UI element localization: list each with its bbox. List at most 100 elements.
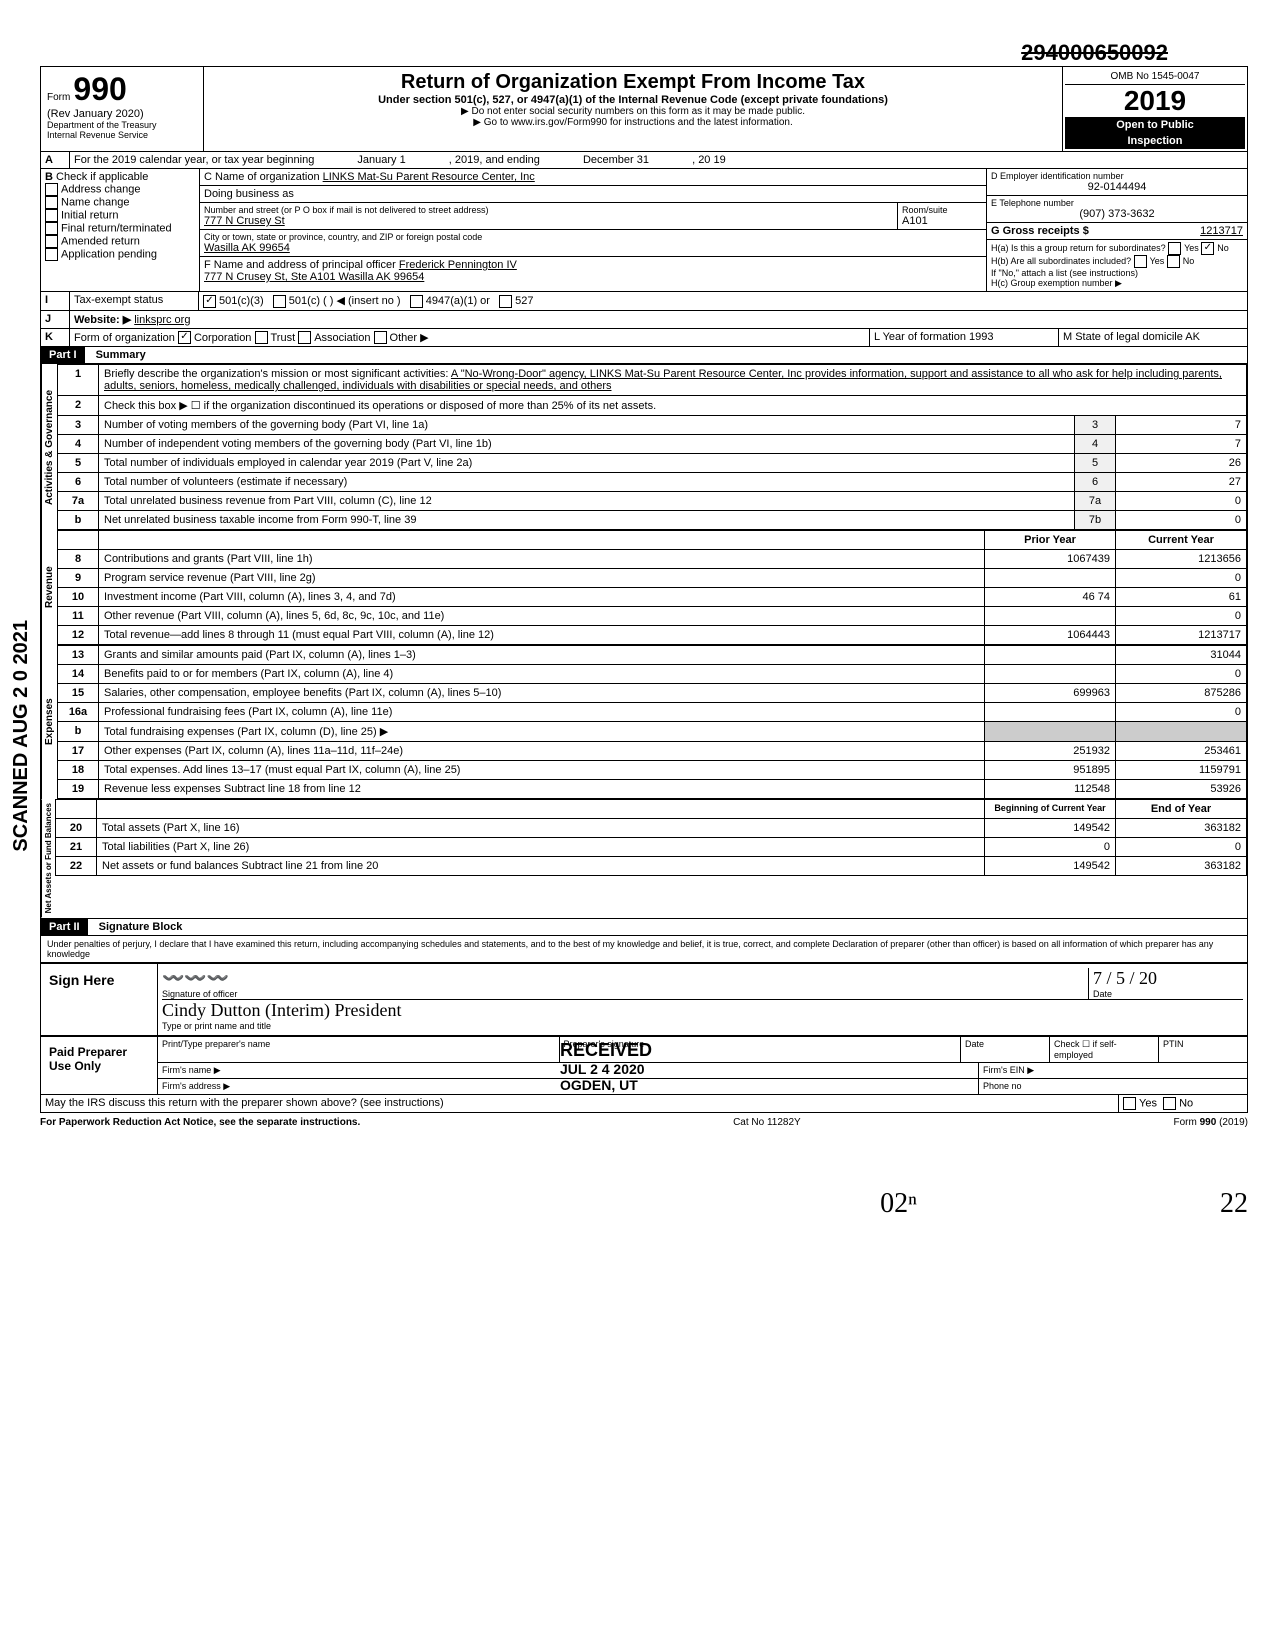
- form-subtitle: Under section 501(c), 527, or 4947(a)(1)…: [208, 94, 1058, 106]
- row-prior: 149542: [985, 857, 1116, 876]
- line-e-label: E Telephone number: [991, 198, 1243, 208]
- footer-right: Form 990 (2019): [1174, 1117, 1249, 1128]
- phone-value: (907) 373-3632: [991, 208, 1243, 220]
- row-cur: 0: [1116, 607, 1247, 626]
- row-box: 7a: [1075, 492, 1116, 511]
- governance-label: Activities & Governance: [41, 364, 57, 530]
- year-formation: 1993: [969, 331, 993, 343]
- line1-label: Briefly describe the organization's miss…: [104, 368, 448, 380]
- line-a-year: , 20 19: [692, 154, 726, 166]
- omb-number: OMB No 1545-0047: [1065, 69, 1245, 85]
- sig-date-label: Date: [1093, 989, 1243, 999]
- cb-label: Initial return: [61, 209, 118, 221]
- line-f-label: F Name and address of principal officer: [204, 259, 396, 271]
- row-cur: 0: [1116, 838, 1247, 857]
- row-cur: 1213656: [1116, 550, 1247, 569]
- line-ha: H(a) Is this a group return for subordin…: [991, 243, 1166, 253]
- line-d-label: D Employer identification number: [991, 171, 1243, 181]
- line2-text: Check this box ▶ ☐ if the organization d…: [99, 396, 1247, 416]
- checkbox-ha-no[interactable]: [1201, 242, 1214, 255]
- street-value: 777 N Crusey St: [204, 215, 893, 227]
- city-label: City or town, state or province, country…: [204, 232, 982, 242]
- line-hb: H(b) Are all subordinates included?: [991, 256, 1131, 266]
- row-prior: 1067439: [985, 550, 1116, 569]
- row-label: Grants and similar amounts paid (Part IX…: [99, 646, 985, 665]
- prep-sig-label: Preparer's signature: [560, 1037, 962, 1062]
- row-num: 19: [58, 780, 99, 799]
- row-val: 7: [1116, 416, 1247, 435]
- row-num: 21: [56, 838, 97, 857]
- handwritten-2: 22: [1220, 1188, 1248, 1219]
- row-cur: 53926: [1116, 780, 1247, 799]
- insert-label: ) ◀ (insert no ): [330, 295, 401, 307]
- row-label: Number of voting members of the governin…: [99, 416, 1075, 435]
- website-value: linksprc org: [134, 314, 190, 326]
- checkbox-501c3[interactable]: [203, 295, 216, 308]
- row-prior: [985, 665, 1116, 684]
- row-cur: [1116, 722, 1247, 742]
- checkbox-501c[interactable]: [273, 295, 286, 308]
- row-num: 12: [58, 626, 99, 645]
- form-header: Form 990 (Rev January 2020) Department o…: [40, 66, 1248, 152]
- row-label: Total revenue—add lines 8 through 11 (mu…: [99, 626, 985, 645]
- checkbox-ha-yes[interactable]: [1168, 242, 1181, 255]
- row-label: Net unrelated business taxable income fr…: [99, 511, 1075, 530]
- discuss-text: May the IRS discuss this return with the…: [41, 1095, 1119, 1112]
- assoc-label: Association: [314, 332, 370, 344]
- checkbox-address-change[interactable]: [45, 183, 58, 196]
- row-label: Total number of individuals employed in …: [99, 454, 1075, 473]
- row-prior: [985, 646, 1116, 665]
- revenue-table: Prior YearCurrent Year 8Contributions an…: [57, 530, 1247, 645]
- row-val: 7: [1116, 435, 1247, 454]
- row-prior: 0: [985, 838, 1116, 857]
- line-a-label: For the 2019 calendar year, or tax year …: [74, 154, 314, 166]
- footer: For Paperwork Reduction Act Notice, see …: [40, 1113, 1248, 1128]
- checkbox-other[interactable]: [374, 331, 387, 344]
- perjury-text: Under penalties of perjury, I declare th…: [40, 936, 1248, 963]
- row-cur: 1159791: [1116, 761, 1247, 780]
- row-num: 10: [58, 588, 99, 607]
- row-cur: 363182: [1116, 819, 1247, 838]
- row-num: 5: [58, 454, 99, 473]
- prep-ptin-label: PTIN: [1159, 1037, 1247, 1062]
- line-h-note: If "No," attach a list (see instructions…: [991, 268, 1243, 278]
- row-prior: 951895: [985, 761, 1116, 780]
- prep-date-label: Date: [961, 1037, 1050, 1062]
- header-begin: Beginning of Current Year: [985, 800, 1116, 819]
- header-end: End of Year: [1116, 800, 1247, 819]
- checkbox-discuss-yes[interactable]: [1123, 1097, 1136, 1110]
- row-num: b: [58, 722, 99, 742]
- checkbox-application-pending[interactable]: [45, 248, 58, 261]
- line-g-label: G Gross receipts $: [991, 225, 1089, 237]
- checkbox-trust[interactable]: [255, 331, 268, 344]
- checkbox-assoc[interactable]: [298, 331, 311, 344]
- checkbox-corp[interactable]: [178, 331, 191, 344]
- checkbox-527[interactable]: [499, 295, 512, 308]
- cb-label: Name change: [61, 196, 130, 208]
- netassets-table: Beginning of Current YearEnd of Year 20T…: [55, 799, 1247, 876]
- checkbox-hb-no[interactable]: [1167, 255, 1180, 268]
- checkbox-final-return[interactable]: [45, 222, 58, 235]
- expenses-table: 13Grants and similar amounts paid (Part …: [57, 645, 1247, 799]
- checkbox-amended[interactable]: [45, 235, 58, 248]
- row-prior: 112548: [985, 780, 1116, 799]
- checkbox-name-change[interactable]: [45, 196, 58, 209]
- row-label: Contributions and grants (Part VIII, lin…: [99, 550, 985, 569]
- row-num: 3: [58, 416, 99, 435]
- firm-addr-label: Firm's address ▶: [158, 1079, 979, 1094]
- row-num: 6: [58, 473, 99, 492]
- checkbox-initial-return[interactable]: [45, 209, 58, 222]
- footer-mid: Cat No 11282Y: [733, 1117, 801, 1128]
- street-label: Number and street (or P O box if mail is…: [204, 205, 893, 215]
- preparer-label: Paid Preparer Use Only: [41, 1037, 158, 1094]
- row-num: 9: [58, 569, 99, 588]
- checkbox-4947[interactable]: [410, 295, 423, 308]
- row-val: 0: [1116, 492, 1247, 511]
- row-num: 22: [56, 857, 97, 876]
- part2-header: Part II: [41, 919, 88, 935]
- row-cur: 363182: [1116, 857, 1247, 876]
- checkbox-discuss-no[interactable]: [1163, 1097, 1176, 1110]
- row-num: 7a: [58, 492, 99, 511]
- row-box: 4: [1075, 435, 1116, 454]
- checkbox-hb-yes[interactable]: [1134, 255, 1147, 268]
